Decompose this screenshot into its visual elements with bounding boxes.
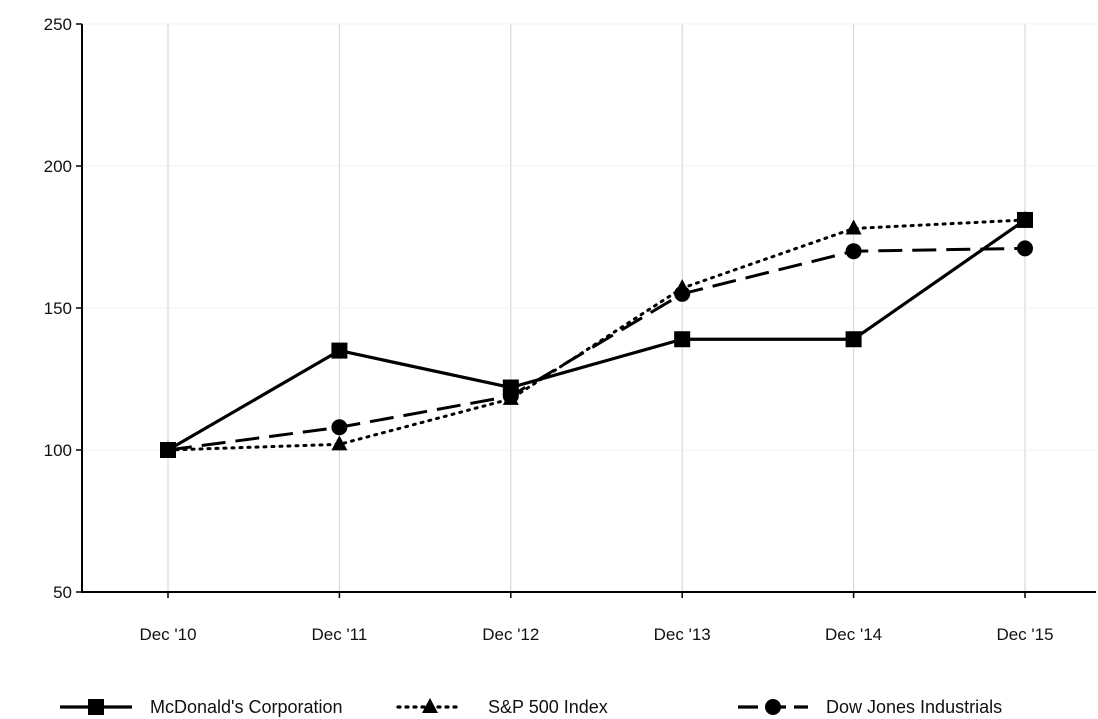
series-line-triangle <box>166 218 1027 452</box>
data-point-circle <box>1017 240 1033 257</box>
x-tick-label: Dec '15 <box>996 625 1053 644</box>
data-point-triangle <box>845 219 862 235</box>
legend-marker-triangle-icon <box>422 698 438 713</box>
legend-label: S&P 500 Index <box>488 697 608 717</box>
legend: McDonald's Corporation S&P 500 Index Dow J… <box>60 697 1002 717</box>
legend-marker-circle-icon <box>765 699 781 715</box>
x-tick-label: Dec '11 <box>311 625 367 644</box>
y-tick-label: 100 <box>44 441 72 460</box>
x-tick-label: Dec '12 <box>482 625 539 644</box>
data-point-square <box>674 331 691 348</box>
x-tick-label: Dec '13 <box>654 625 711 644</box>
tick-labels: 50 100 150 200 250 Dec '10 Dec '11 Dec '12 Dec '… <box>44 15 1054 644</box>
x-tick-label: Dec '10 <box>139 625 196 644</box>
data-point-square <box>331 342 348 359</box>
data-point-circle <box>331 419 348 436</box>
legend-label: Dow Jones Industrials <box>826 697 1002 717</box>
y-tick-label: 50 <box>53 583 72 602</box>
data-point-square <box>160 442 176 458</box>
data-point-triangle <box>331 435 348 451</box>
y-tick-label: 200 <box>44 157 72 176</box>
data-point-square <box>1017 211 1033 228</box>
series-markers <box>160 210 1033 458</box>
data-point-square <box>502 379 519 396</box>
y-tick-label: 150 <box>44 299 72 318</box>
legend-marker-square-icon <box>88 699 104 715</box>
y-tick-label: 250 <box>44 15 72 34</box>
legend-label: McDonald's Corporation <box>150 697 343 717</box>
x-tick-label: Dec '14 <box>825 625 882 644</box>
data-point-circle <box>845 243 862 260</box>
series-line-square <box>167 218 1026 452</box>
data-point-square <box>845 331 862 348</box>
series-lines <box>166 218 1027 452</box>
axes <box>76 23 1096 598</box>
grid-lines <box>82 23 1096 592</box>
data-point-circle <box>674 285 691 302</box>
series-line-circle <box>167 246 1026 452</box>
